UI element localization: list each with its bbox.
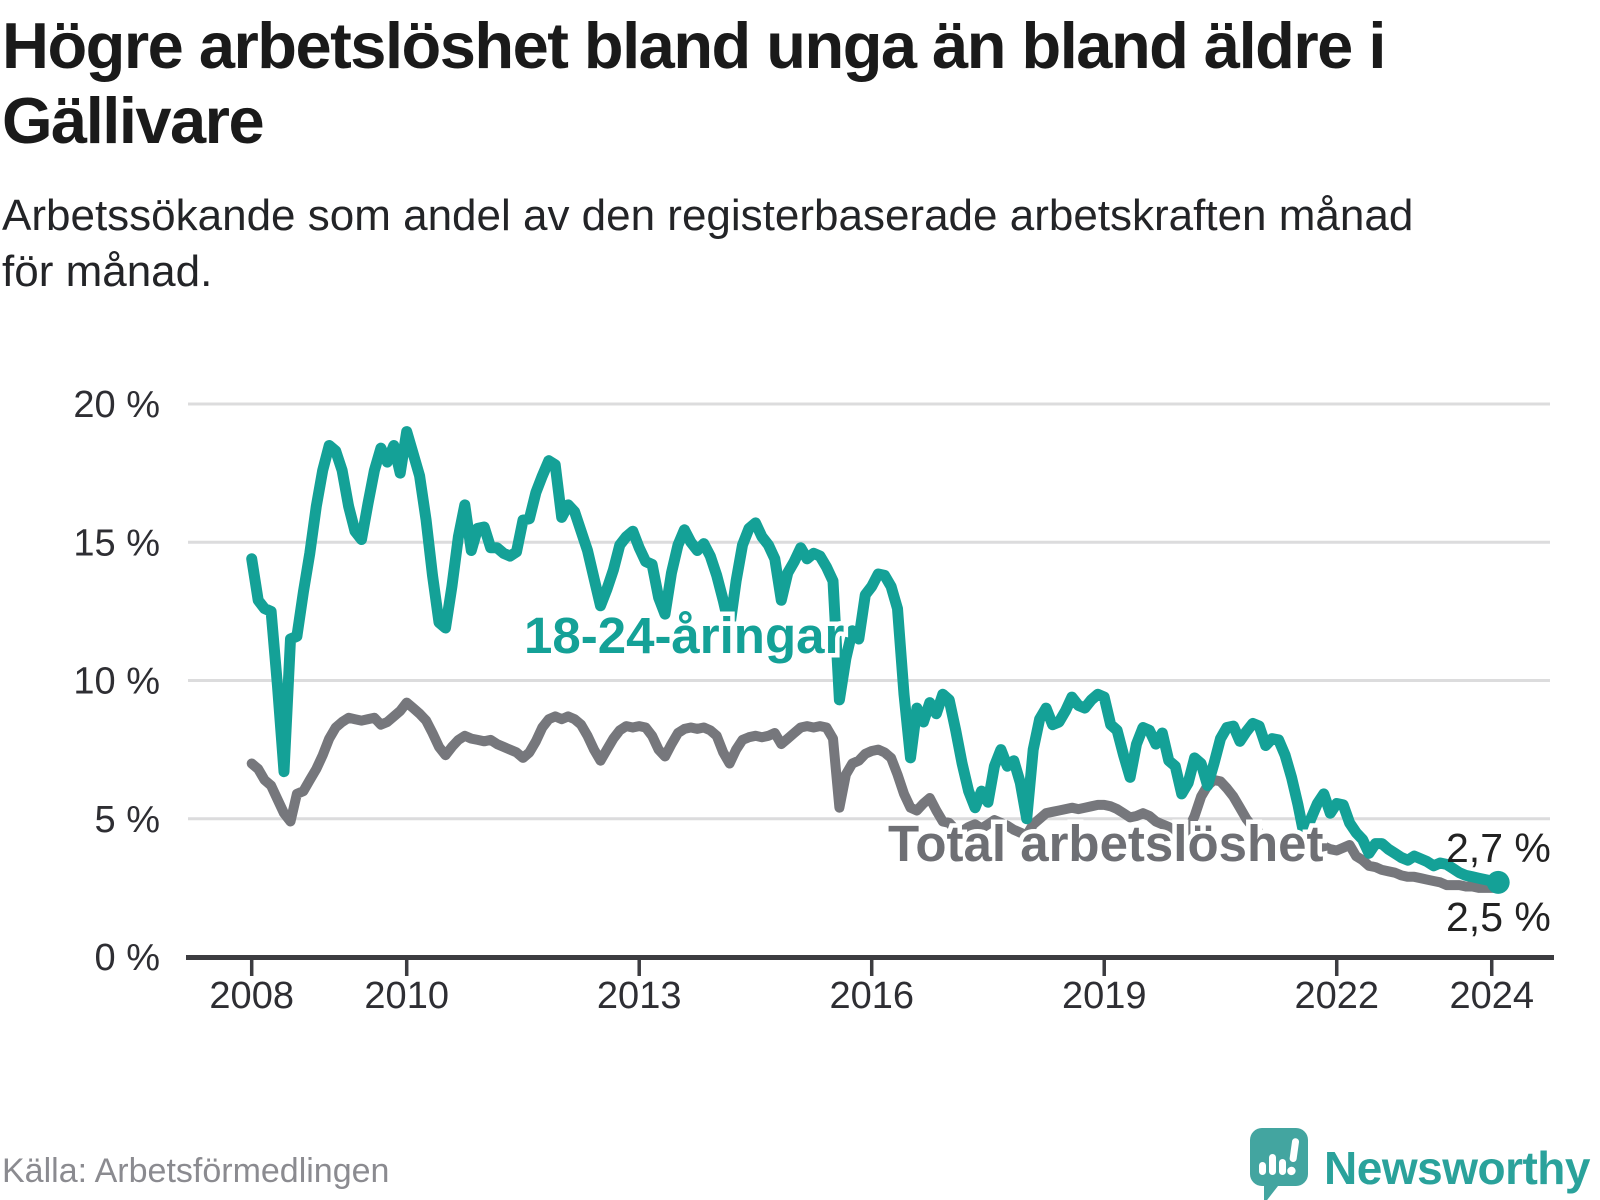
y-tick-label-15: 15 % (73, 522, 160, 564)
line-total (246, 697, 1504, 893)
x-tick-2024 (1489, 960, 1494, 976)
series-label-total: Total arbetslöshet (888, 815, 1323, 872)
x-tick-label-2022: 2022 (1294, 975, 1379, 1017)
x-tick-label-2013: 2013 (597, 975, 682, 1017)
x-tick-2016 (869, 960, 874, 976)
y-tick-label-20: 20 % (73, 384, 160, 426)
x-tick-label-2016: 2016 (829, 975, 914, 1017)
annotations: 18-24-åringar Total arbetslöshet 2,7 % 2… (520, 603, 1551, 941)
y-tick-label-10: 10 % (73, 661, 160, 703)
gridlines: 0 % 5 % 10 % 15 % 20 % (73, 384, 1550, 979)
x-tick-2022 (1334, 960, 1339, 976)
x-tick-label-2019: 2019 (1062, 975, 1147, 1017)
page-title: Högre arbetslöshet bland unga än bland ä… (2, 9, 1386, 158)
x-tick-2019 (1102, 960, 1106, 976)
newsworthy-logo-icon (1250, 1128, 1309, 1200)
page-subtitle: Arbetssökande som andel av den registerb… (2, 191, 1414, 296)
unemployment-line-chart: 0 %5 %10 %15 %20 % 2008 2010 2013 2016 2019 2… (73, 384, 1554, 1017)
logo-bars-icon (1259, 1138, 1300, 1176)
x-axis-line (186, 955, 1554, 960)
end-value-label-youth: 2,7 % (1446, 825, 1551, 871)
newsworthy-wordmark: Newsworthy (1324, 1142, 1590, 1194)
x-tick-label-2008: 2008 (209, 975, 294, 1017)
x-tick-2013 (637, 960, 641, 976)
source-credit: Källa: Arbetsförmedlingen (2, 1152, 390, 1190)
newsworthy-logo: Newsworthy (1248, 1126, 1590, 1200)
y-tick-label-0: 0 % (95, 937, 160, 979)
x-tick-2010 (404, 960, 409, 976)
line-youth (246, 426, 1504, 888)
y-tick-label-5: 5 % (95, 799, 160, 841)
data-series (246, 426, 1510, 894)
series-label-youth: 18-24-åringar (524, 607, 844, 664)
x-tick-label-2024: 2024 (1449, 975, 1534, 1017)
end-value-label-total: 2,5 % (1446, 894, 1551, 940)
end-dot-youth (1486, 870, 1510, 894)
x-tick-label-2010: 2010 (364, 975, 449, 1017)
x-axis: 2008 2010 2013 2016 2019 2022 2024 (186, 955, 1554, 1017)
x-tick-2008 (249, 960, 254, 976)
